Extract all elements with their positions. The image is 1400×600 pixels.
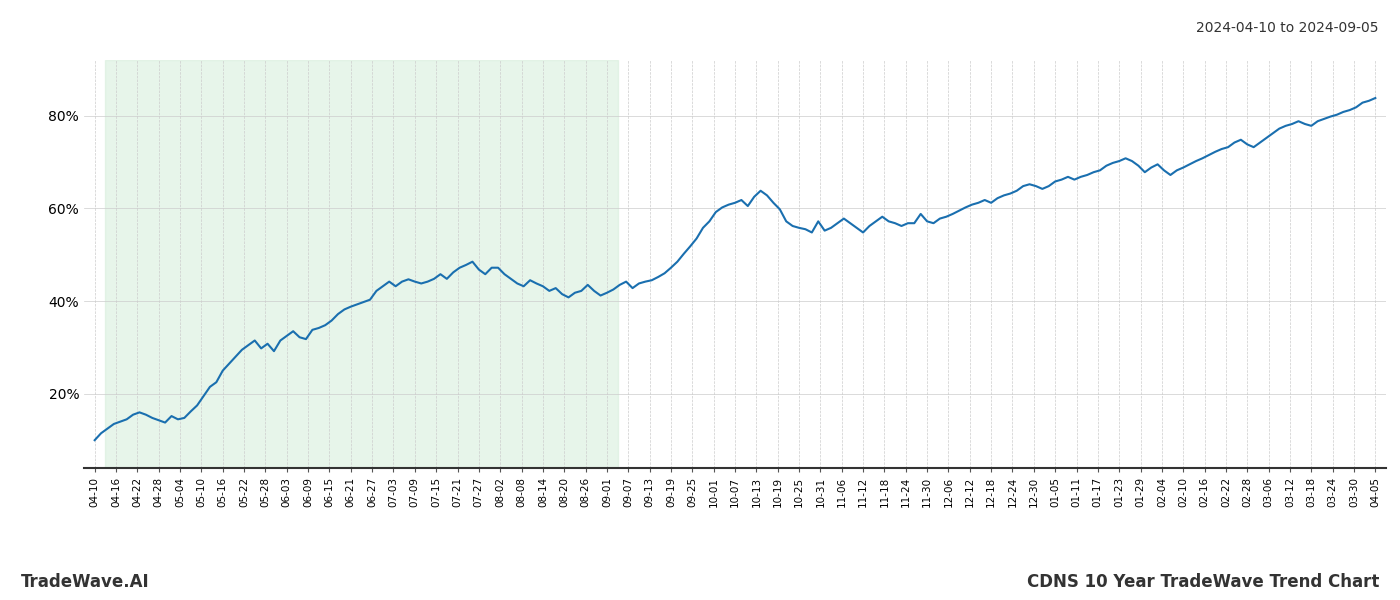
- Text: TradeWave.AI: TradeWave.AI: [21, 573, 150, 591]
- Text: 2024-04-10 to 2024-09-05: 2024-04-10 to 2024-09-05: [1197, 21, 1379, 35]
- Bar: [105, 60, 617, 468]
- Text: CDNS 10 Year TradeWave Trend Chart: CDNS 10 Year TradeWave Trend Chart: [1026, 573, 1379, 591]
